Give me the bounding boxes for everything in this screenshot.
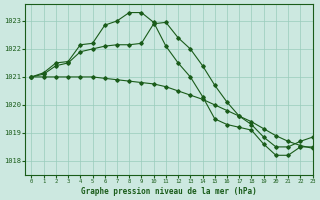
- X-axis label: Graphe pression niveau de la mer (hPa): Graphe pression niveau de la mer (hPa): [81, 187, 257, 196]
